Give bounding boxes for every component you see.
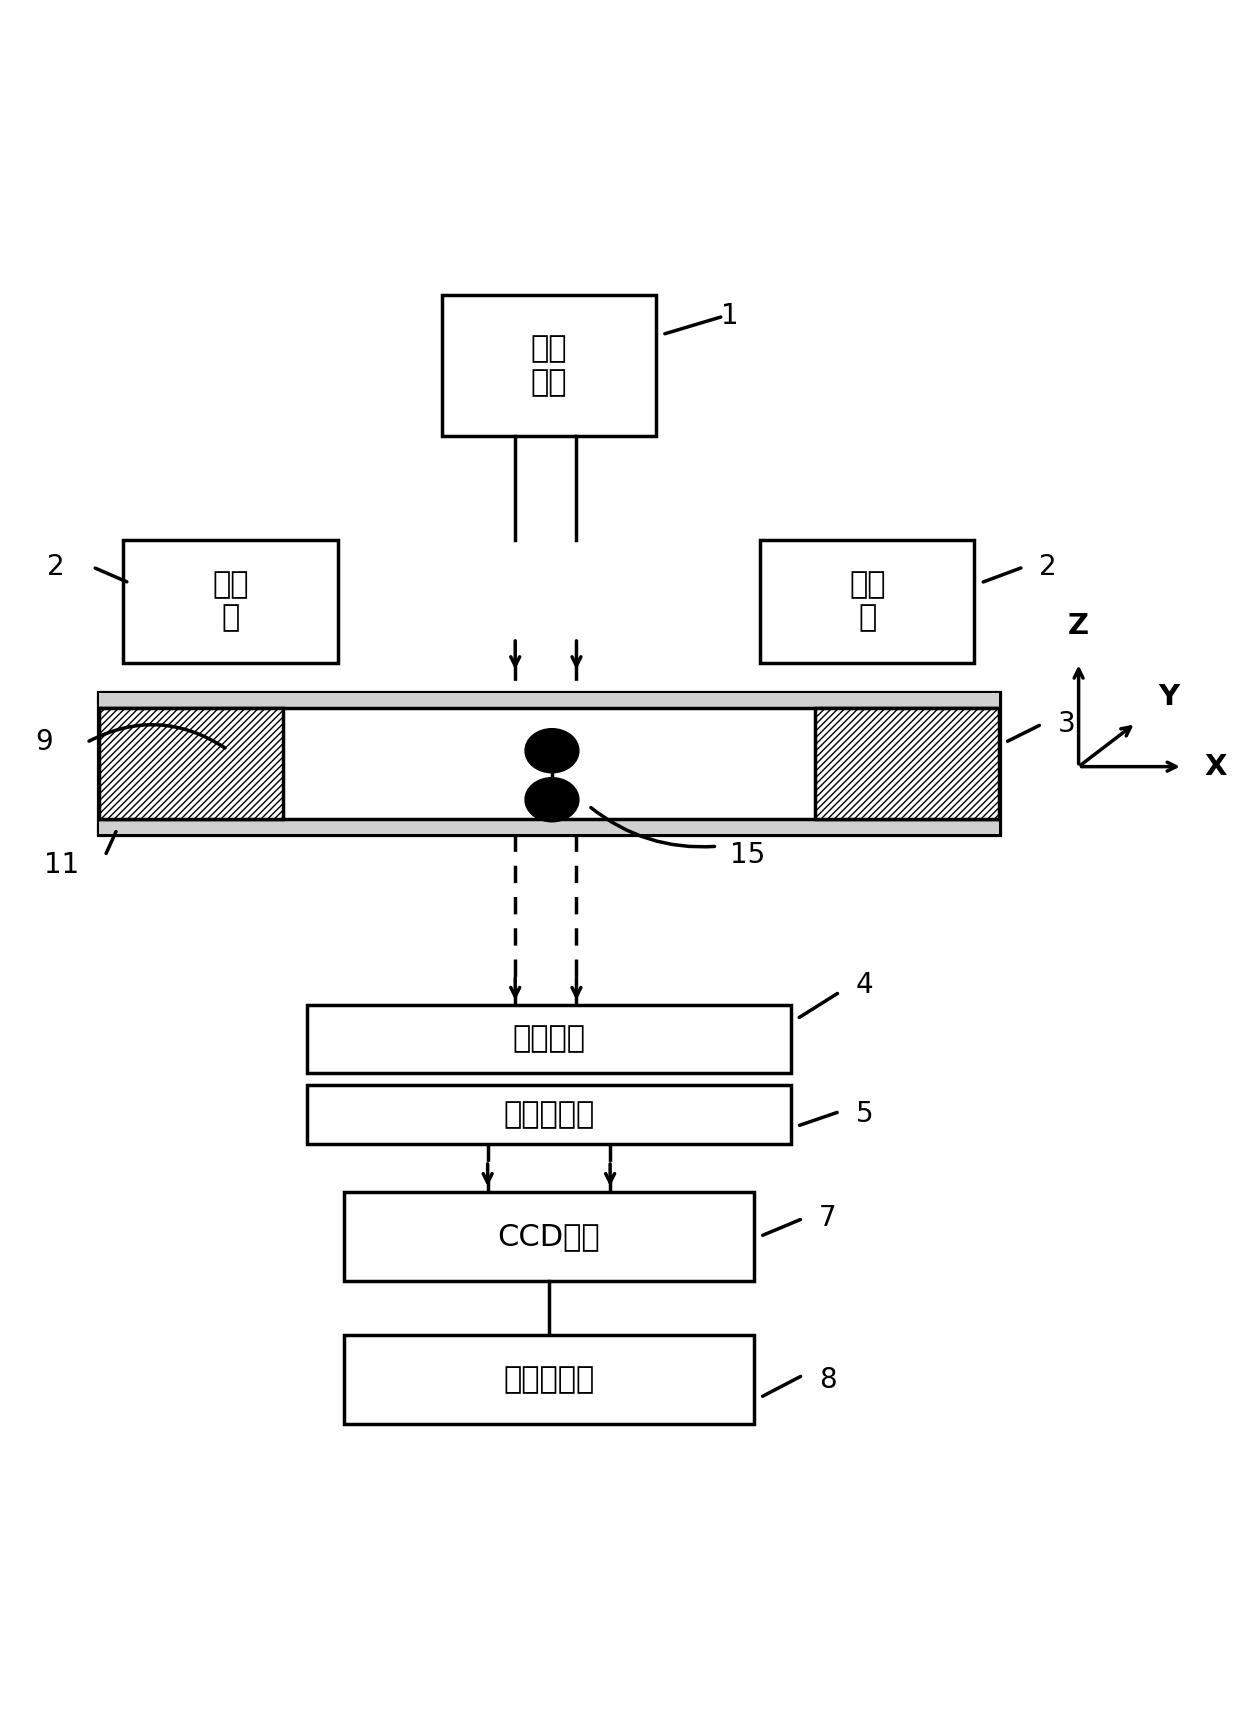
Ellipse shape	[525, 778, 579, 822]
Bar	[815, 707, 999, 819]
Bar	[343, 1334, 754, 1425]
Text: 11: 11	[45, 850, 79, 879]
Bar	[123, 541, 337, 663]
Ellipse shape	[525, 728, 579, 773]
Text: 中央控制台: 中央控制台	[503, 1365, 594, 1394]
Text: 8: 8	[818, 1365, 836, 1394]
Text: CCD相机: CCD相机	[497, 1223, 600, 1252]
Text: 2: 2	[47, 553, 64, 580]
Text: 3: 3	[1058, 711, 1075, 738]
Text: 15: 15	[730, 841, 765, 869]
Text: 压电控制器: 压电控制器	[503, 1101, 594, 1130]
Bar	[99, 819, 999, 834]
Bar	[99, 694, 999, 707]
Text: 2: 2	[1039, 553, 1056, 580]
Bar	[308, 1006, 791, 1073]
Text: 9: 9	[35, 728, 52, 757]
Text: 永磁
铁: 永磁 铁	[849, 570, 885, 632]
Text: X: X	[1205, 752, 1228, 781]
Text: 7: 7	[818, 1204, 836, 1233]
Text: Z: Z	[1068, 613, 1089, 640]
Text: 永磁
铁: 永磁 铁	[212, 570, 249, 632]
Text: 5: 5	[856, 1101, 873, 1128]
Bar	[760, 541, 975, 663]
Bar	[308, 1085, 791, 1144]
Bar	[99, 707, 283, 819]
Text: Y: Y	[1158, 683, 1179, 711]
Bar	[99, 694, 999, 834]
Text: 倒置物镜: 倒置物镜	[512, 1025, 585, 1054]
Text: 1: 1	[720, 302, 738, 330]
Bar	[441, 295, 656, 436]
Bar	[343, 1192, 754, 1281]
Text: 照明
光源: 照明 光源	[531, 335, 567, 397]
Text: 4: 4	[856, 972, 873, 999]
